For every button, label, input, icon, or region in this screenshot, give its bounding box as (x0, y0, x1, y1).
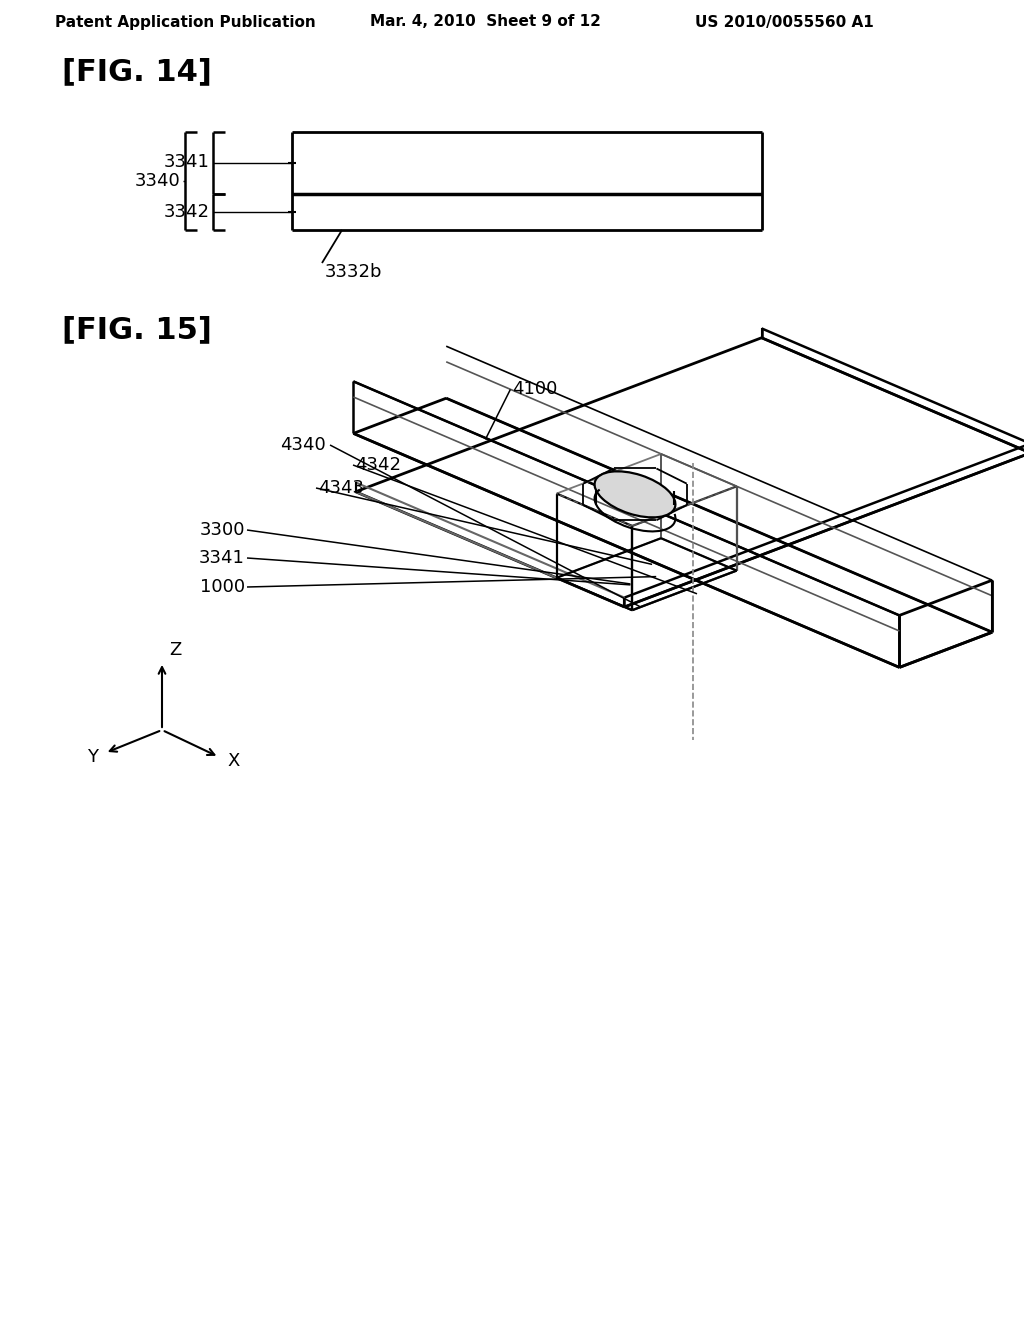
Text: 3340: 3340 (134, 172, 180, 190)
Text: Y: Y (87, 748, 98, 766)
Text: 3332b: 3332b (325, 263, 383, 281)
Text: Mar. 4, 2010  Sheet 9 of 12: Mar. 4, 2010 Sheet 9 of 12 (370, 15, 601, 29)
Text: Patent Application Publication: Patent Application Publication (55, 15, 315, 29)
Text: [FIG. 15]: [FIG. 15] (62, 315, 212, 345)
Text: 3341: 3341 (164, 153, 210, 170)
Text: 4342: 4342 (355, 455, 401, 474)
Text: X: X (227, 752, 240, 770)
Text: 3341: 3341 (199, 549, 245, 568)
Text: 4340: 4340 (280, 436, 326, 454)
Text: 1000: 1000 (200, 578, 245, 597)
Text: 4100: 4100 (512, 380, 558, 399)
Text: 3300: 3300 (200, 521, 245, 539)
Text: 3342: 3342 (164, 203, 210, 220)
Text: US 2010/0055560 A1: US 2010/0055560 A1 (695, 15, 873, 29)
Text: [FIG. 14]: [FIG. 14] (62, 58, 212, 87)
Text: 4343: 4343 (318, 479, 364, 498)
Text: Z: Z (169, 642, 181, 659)
Ellipse shape (595, 471, 676, 517)
